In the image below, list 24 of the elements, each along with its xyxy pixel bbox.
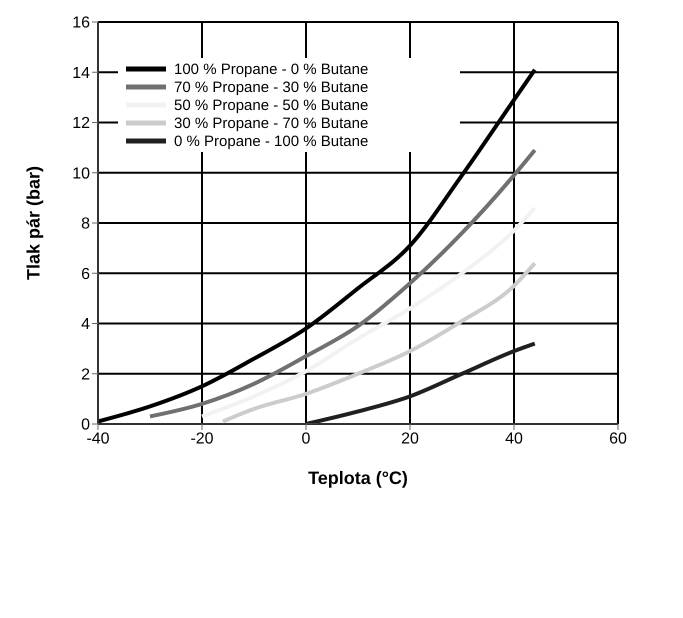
line-series — [148, 148, 537, 418]
legend-label: 30 % Propane - 70 % Butane — [174, 114, 368, 132]
x-tick-label: 0 — [302, 430, 311, 448]
y-tick-label: 6 — [81, 266, 90, 283]
legend-label: 70 % Propane - 30 % Butane — [174, 78, 368, 96]
y-tick-label: 10 — [72, 165, 90, 182]
line-series — [304, 342, 537, 424]
y-tick-label: 8 — [81, 216, 90, 233]
x-axis-title: Teplota (°C) — [308, 468, 408, 488]
x-tick-label: 20 — [401, 430, 419, 448]
x-tick-label: -20 — [190, 430, 214, 448]
y-tick-label: 14 — [72, 64, 90, 82]
y-tick-label: 2 — [81, 366, 90, 384]
legend-label: 0 % Propane - 100 % Butane — [174, 132, 368, 150]
y-axis-title: Tlak pár (bar) — [23, 166, 44, 280]
y-tick-label: 16 — [72, 14, 90, 32]
legend-label: 50 % Propane - 50 % Butane — [174, 96, 368, 114]
x-tick-label: 60 — [609, 430, 627, 448]
line-series — [220, 261, 537, 424]
y-tick-label: 4 — [81, 316, 90, 334]
x-tick-label: 40 — [505, 430, 523, 448]
legend-label: 100 % Propane - 0 % Butane — [174, 60, 368, 78]
line-series — [200, 206, 537, 418]
y-tick-label: 12 — [72, 115, 90, 132]
